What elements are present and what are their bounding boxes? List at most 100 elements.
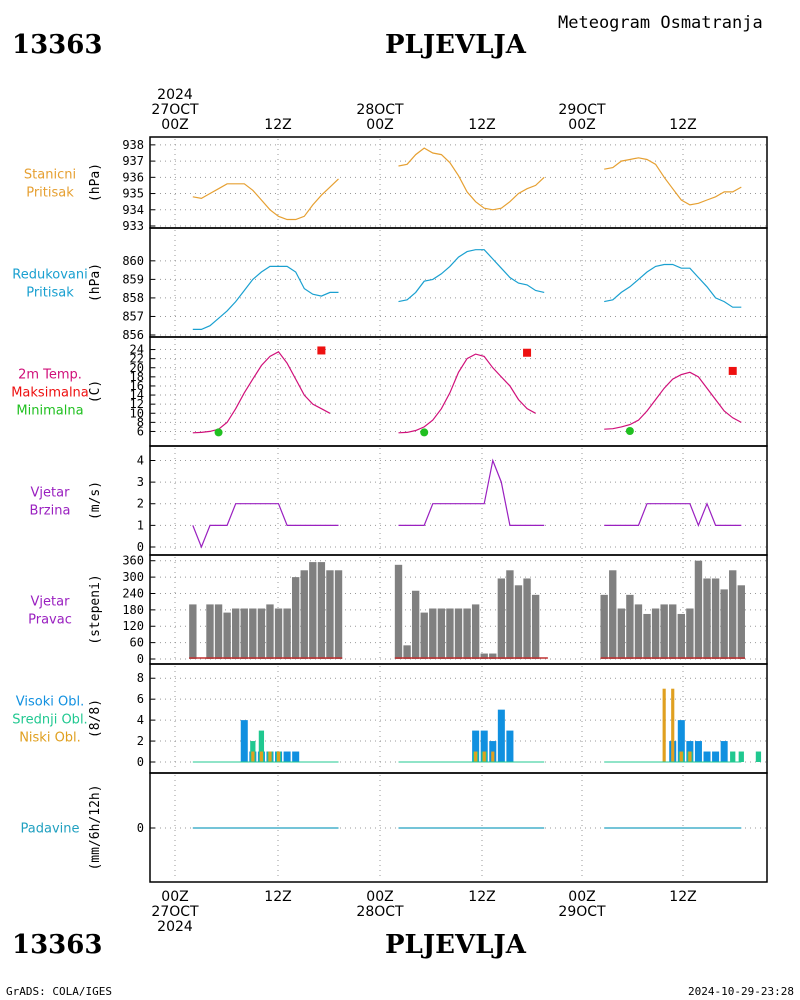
temperature-line: [398, 353, 536, 434]
y-tick-label: 934: [122, 203, 144, 217]
y-tick-label: 937: [122, 154, 144, 168]
high-cloud-bar: [712, 751, 720, 762]
mid-cloud-bar: [755, 751, 762, 762]
time-axis-label: 29OCT: [558, 102, 606, 118]
y-tick-label: 12: [130, 397, 144, 411]
wind-speed-line: [604, 502, 742, 528]
y-tick-label: 860: [122, 254, 144, 268]
station-name-top: PLJEVLJA: [385, 30, 526, 60]
panel-label: Pritisak: [26, 186, 74, 201]
low-cloud-bar: [688, 751, 692, 762]
y-axis-unit: (C): [88, 380, 103, 403]
reduced-pressure-line: [604, 263, 742, 308]
wind-direction-bar: [489, 653, 497, 659]
wind-direction-bar: [437, 608, 446, 659]
time-axis-label: 12Z: [264, 889, 291, 905]
high-cloud-bar: [497, 709, 505, 762]
panel-frame: [149, 445, 768, 556]
wind-direction-bar: [686, 608, 694, 659]
panel-label: Padavine: [21, 822, 80, 837]
high-cloud-bar: [292, 751, 300, 762]
wind-direction-bar: [497, 578, 506, 659]
y-tick-label: 8: [137, 415, 144, 429]
y-tick-label: 60: [130, 636, 144, 650]
low-cloud-bar: [491, 751, 495, 762]
time-axis-label: 28OCT: [356, 102, 404, 118]
y-tick-label: 360: [122, 554, 144, 568]
wind-direction-bar: [240, 608, 248, 659]
wind-direction-bar: [480, 653, 488, 659]
y-tick-label: 180: [122, 603, 144, 617]
station-pressure-line: [604, 157, 742, 206]
high-cloud-bar: [703, 751, 711, 762]
low-cloud-bar: [474, 751, 478, 762]
y-tick-label: 859: [122, 272, 144, 286]
wind-direction-bar: [394, 564, 403, 659]
wind-direction-bar: [643, 613, 651, 659]
y-axis-unit: (hPa): [88, 263, 103, 302]
low-cloud-bar: [679, 751, 683, 762]
time-axis-label: 00Z: [366, 889, 393, 905]
station-name-bottom: PLJEVLJA: [385, 930, 526, 960]
y-tick-label: 16: [130, 379, 144, 393]
wind-direction-bar: [206, 604, 214, 659]
low-cloud-bar: [251, 751, 255, 762]
time-axis-label: 12Z: [264, 117, 291, 133]
high-cloud-bar: [480, 730, 488, 762]
minimum-marker: [420, 428, 429, 437]
panel-frame: [149, 136, 768, 229]
y-tick-label: 22: [130, 352, 144, 366]
wind-direction-bar: [677, 613, 685, 659]
wind-direction-bar: [531, 594, 540, 659]
wind-direction-bar: [403, 645, 411, 659]
wind-direction-bar: [600, 594, 608, 659]
y-tick-label: 8: [137, 671, 144, 685]
time-axis-label: 00Z: [568, 889, 595, 905]
time-axis-label: 00Z: [568, 117, 595, 133]
time-axis-label: 00Z: [366, 117, 393, 133]
panel-label: Vjetar: [31, 595, 71, 610]
wind-direction-bar: [617, 608, 626, 659]
time-axis-label: 27OCT: [151, 102, 199, 118]
y-tick-label: 4: [137, 453, 144, 467]
y-tick-label: 300: [122, 570, 144, 584]
wind-direction-bar: [720, 589, 728, 659]
wind-direction-bar: [214, 604, 223, 659]
y-tick-label: 935: [122, 187, 144, 201]
low-cloud-bar: [482, 751, 486, 762]
high-cloud-bar: [506, 730, 514, 762]
wind-direction-bar: [283, 608, 291, 659]
time-axis-label: 12Z: [468, 889, 495, 905]
wind-speed-line: [192, 503, 339, 549]
wind-direction-bar: [189, 604, 197, 659]
wind-direction-bar: [291, 577, 300, 659]
panel-label: Visoki Obl.: [16, 695, 84, 710]
time-axis-label: 27OCT: [151, 904, 199, 920]
wind-direction-bar: [523, 578, 531, 659]
y-tick-label: 933: [122, 219, 144, 233]
high-cloud-bar: [694, 741, 702, 762]
station-id-bottom: 13363: [12, 930, 103, 960]
panel-frame: [149, 336, 768, 447]
wind-direction-bar: [232, 608, 240, 659]
time-axis-label: 2024: [157, 919, 193, 935]
high-cloud-bar: [283, 751, 291, 762]
wind-direction-bar: [471, 604, 480, 659]
wind-direction-bar: [334, 570, 343, 659]
wind-direction-bar: [660, 604, 668, 659]
y-tick-label: 14: [130, 388, 144, 402]
y-axis-unit: (mm/6h/12h): [88, 784, 103, 870]
panel-temperature: [149, 336, 768, 447]
station-pressure-line: [192, 178, 339, 221]
mid-cloud-bar: [738, 751, 744, 762]
high-cloud-bar: [240, 720, 248, 762]
high-cloud-bar: [472, 730, 480, 762]
low-cloud-bar: [671, 688, 675, 762]
y-axis-unit: (m/s): [88, 481, 103, 520]
wind-direction-bar: [266, 604, 274, 659]
high-cloud-bar: [677, 720, 685, 762]
time-axis-label: 00Z: [161, 117, 188, 133]
y-tick-label: 0: [137, 755, 144, 769]
wind-direction-bar: [651, 608, 660, 659]
